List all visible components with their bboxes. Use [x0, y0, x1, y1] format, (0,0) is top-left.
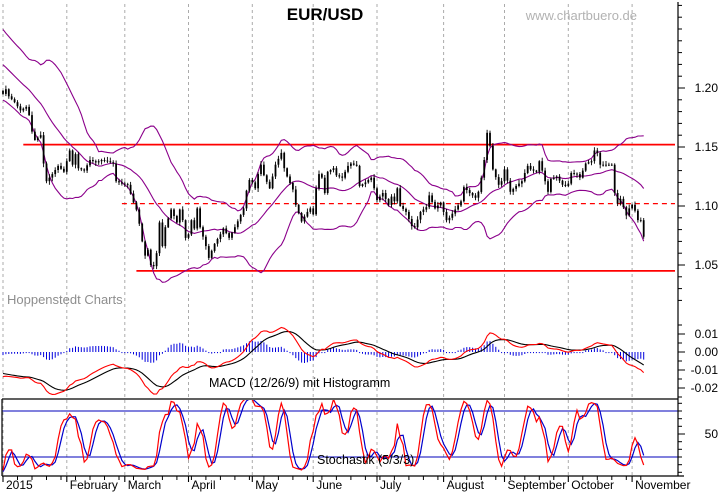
svg-text:February: February: [70, 478, 118, 492]
x-axis: 2015 February March April May June July August S…: [2, 476, 690, 492]
svg-text:1.10: 1.10: [695, 199, 719, 213]
svg-text:0.00: 0.00: [695, 345, 719, 359]
stoch-panel-label: Stochastik (5/3/3): [317, 453, 415, 467]
svg-text:2015: 2015: [6, 478, 33, 492]
svg-text:-0.02: -0.02: [691, 381, 719, 395]
svg-text:March: March: [128, 478, 161, 492]
svg-text:May: May: [255, 478, 278, 492]
macd-panel-label: MACD (12/26/9) mit Histogramm: [209, 376, 391, 390]
svg-text:June: June: [316, 478, 342, 492]
month-gridlines: [2, 4, 633, 476]
stoch-lines: [2, 400, 645, 472]
svg-text:50: 50: [705, 427, 719, 441]
macd-lines: [2, 326, 645, 395]
svg-text:1.15: 1.15: [695, 140, 719, 154]
y-axis: 1.20 1.15 1.10 1.05 0.01 0.00 -0.01 -0.02 50: [678, 4, 719, 473]
brand-label: Hoppenstedt Charts: [7, 292, 123, 307]
watermark-text: www.chartbuero.de: [525, 8, 637, 23]
svg-text:July: July: [380, 478, 401, 492]
svg-text:0.01: 0.01: [695, 327, 719, 341]
svg-text:August: August: [447, 478, 485, 492]
svg-text:September: September: [508, 478, 567, 492]
svg-text:November: November: [635, 478, 690, 492]
chart-title: EUR/USD: [286, 5, 364, 24]
svg-text:1.05: 1.05: [695, 258, 719, 272]
svg-text:-0.01: -0.01: [691, 363, 719, 377]
macd-histogram: [2, 340, 645, 363]
frame: [1, 2, 684, 477]
bollinger-bands: [2, 29, 645, 283]
svg-text:October: October: [571, 478, 614, 492]
svg-text:1.20: 1.20: [695, 81, 719, 95]
candlesticks: [2, 85, 645, 270]
price-hlines: [23, 143, 675, 272]
svg-text:April: April: [192, 478, 216, 492]
